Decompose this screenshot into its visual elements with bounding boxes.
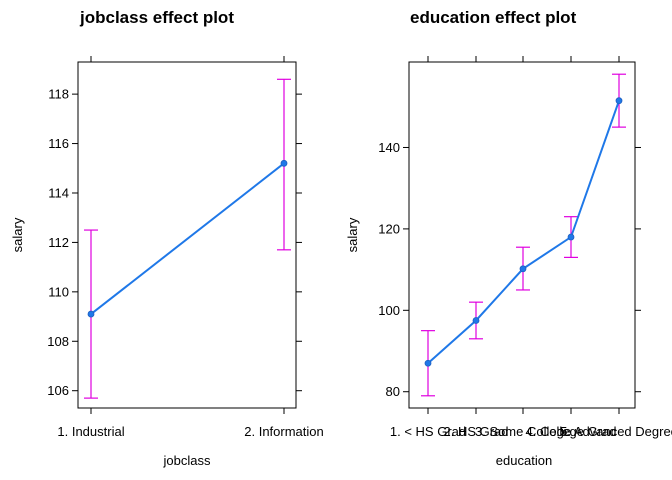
y-tick-label: 112 — [48, 235, 69, 250]
effect-point — [519, 265, 527, 273]
jobclass-effect-plot-panel: jobclass effect plot jobclass salary 106… — [10, 8, 324, 468]
effect-line — [427, 100, 620, 364]
y-tick-label: 100 — [378, 303, 400, 318]
chart-title: education effect plot — [410, 8, 577, 27]
x-tick-label: 1. < HS Grad — [390, 424, 466, 439]
y-tick-label: 114 — [48, 185, 69, 200]
effect-point — [615, 97, 623, 105]
chart-title: jobclass effect plot — [79, 8, 234, 27]
x-tick-label: 2. HS Grad — [443, 424, 508, 439]
effect-point — [472, 317, 480, 324]
x-axis-label: education — [496, 453, 552, 468]
plot-frame — [77, 61, 297, 409]
y-axis-label: salary — [345, 217, 360, 252]
x-tick-label: 3. Some College — [475, 424, 571, 439]
effect-point — [280, 159, 288, 167]
effect-point — [87, 310, 95, 318]
y-axis-label: salary — [10, 217, 25, 252]
y-tick-label: 106 — [47, 383, 69, 398]
y-tick-label: 140 — [378, 140, 400, 155]
effect-point — [424, 359, 432, 367]
y-tick-label: 118 — [48, 87, 69, 102]
x-tick-label: 5. Advanced Degree — [560, 424, 672, 439]
y-tick-label: 108 — [47, 334, 69, 349]
x-axis-label: jobclass — [163, 453, 211, 468]
x-tick-label: 4. College Grad — [525, 424, 616, 439]
effect-line — [90, 162, 285, 315]
x-tick-label: 2. Information — [244, 424, 324, 439]
y-tick-label: 120 — [378, 221, 400, 236]
x-tick-label: 1. Industrial — [57, 424, 124, 439]
y-tick-label: 116 — [48, 136, 69, 151]
effect-point — [567, 233, 575, 241]
education-effect-plot-panel: education effect plot education salary 8… — [345, 8, 672, 468]
plot-frame — [408, 61, 636, 409]
y-tick-label: 110 — [48, 284, 69, 299]
y-tick-label: 80 — [386, 384, 400, 399]
